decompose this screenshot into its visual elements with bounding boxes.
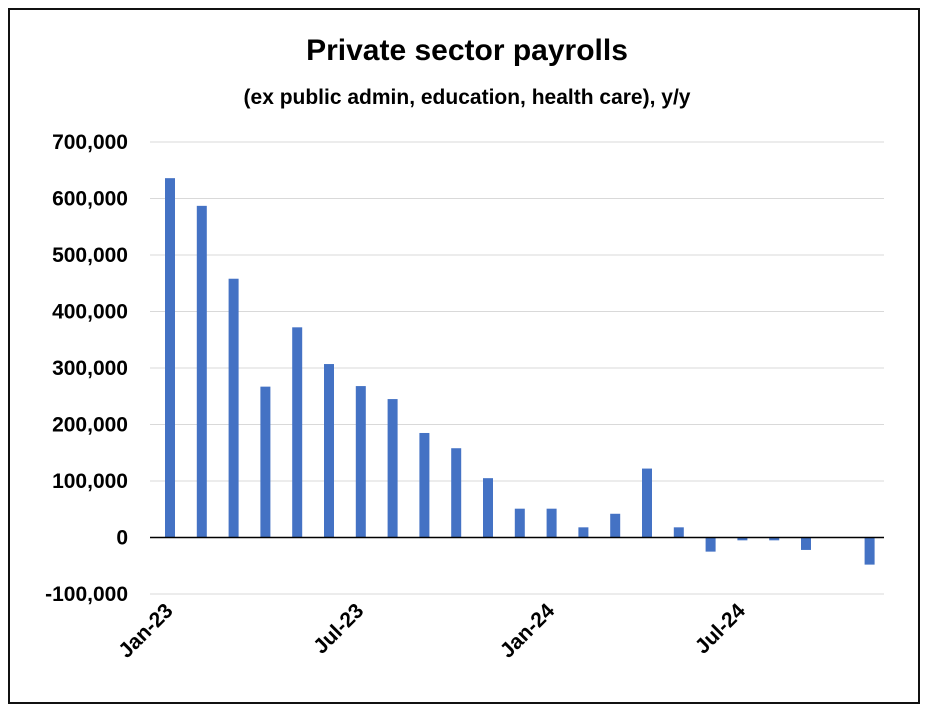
y-tick-label: 300,000 — [52, 357, 128, 380]
bar — [801, 537, 811, 550]
x-axis-ticks: Jan-23 Jul-23 Jan-24 Jul-24 — [114, 599, 750, 663]
bar — [228, 278, 239, 538]
bar — [610, 513, 621, 538]
y-tick-label: 600,000 — [52, 188, 128, 211]
bar — [292, 327, 303, 538]
chart-subtitle: (ex public admin, education, health care… — [243, 86, 691, 109]
bar — [387, 399, 398, 538]
bar — [864, 537, 875, 565]
chart-frame — [8, 8, 920, 704]
x-tick-label: Jul-23 — [309, 599, 368, 658]
bar — [483, 478, 493, 538]
y-tick-label: 500,000 — [52, 244, 128, 267]
bar — [196, 205, 207, 538]
y-tick-label: 100,000 — [52, 470, 128, 493]
y-axis-ticks: -100,000 0 100,000 200,000 300,000 400,000 500… — [45, 131, 128, 606]
bar — [355, 386, 366, 538]
bar — [419, 432, 430, 538]
bar — [673, 527, 684, 538]
bar — [737, 537, 748, 541]
bar — [769, 537, 780, 541]
y-tick-label: 400,000 — [52, 301, 128, 324]
chart-title: Private sector payrolls — [306, 34, 628, 67]
y-tick-label: 0 — [116, 527, 128, 550]
bar — [451, 448, 462, 538]
bars — [165, 178, 875, 565]
x-tick-label: Jan-23 — [114, 599, 177, 662]
y-tick-label: 200,000 — [52, 414, 128, 437]
bar — [260, 386, 271, 538]
x-tick-label: Jan-24 — [496, 599, 560, 663]
bar — [514, 508, 525, 538]
bar — [578, 527, 589, 538]
bar — [642, 468, 652, 538]
bar — [165, 178, 175, 538]
gridlines — [150, 141, 884, 595]
bar — [705, 537, 716, 552]
x-tick-label: Jul-24 — [691, 599, 750, 658]
y-tick-label: -100,000 — [45, 583, 128, 606]
bar — [546, 508, 557, 538]
y-tick-label: 700,000 — [52, 131, 128, 154]
bar — [324, 364, 334, 538]
